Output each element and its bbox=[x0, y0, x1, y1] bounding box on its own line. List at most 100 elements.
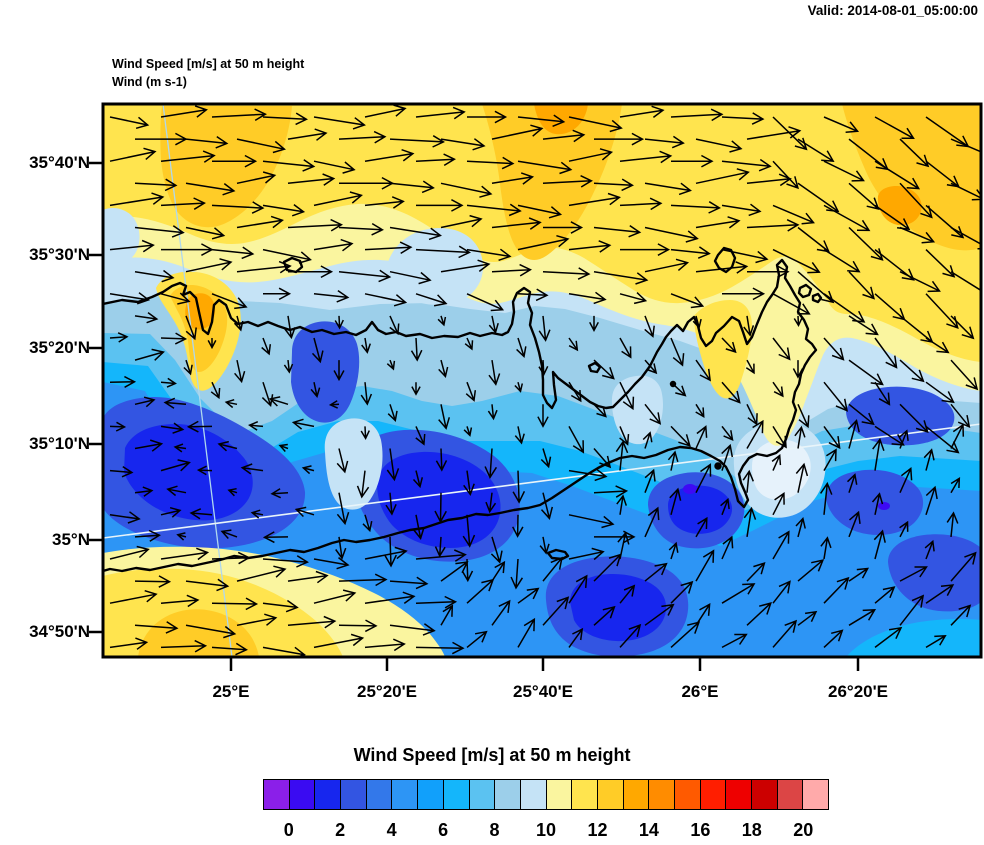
colorbar-cell bbox=[263, 779, 290, 810]
wind-vector bbox=[278, 443, 289, 453]
wind-vector bbox=[211, 108, 267, 122]
wind-vector bbox=[721, 248, 769, 264]
wind-vector bbox=[568, 574, 588, 604]
wind-vector bbox=[619, 623, 642, 648]
wind-vector bbox=[568, 468, 608, 482]
wind-vector bbox=[872, 437, 885, 471]
wind-vector bbox=[464, 337, 474, 351]
colorbar-cell bbox=[469, 779, 496, 810]
wind-vector bbox=[338, 222, 384, 236]
wind-vector bbox=[415, 293, 448, 307]
wind-vector bbox=[160, 150, 216, 163]
wind-vector bbox=[134, 621, 179, 634]
wind-vector bbox=[262, 555, 309, 568]
colorbar-cell bbox=[443, 779, 470, 810]
wind-vector bbox=[211, 246, 255, 260]
wind-vector bbox=[415, 106, 466, 120]
wind-vector bbox=[389, 315, 400, 336]
wind-vector bbox=[695, 138, 743, 153]
map-title-line1: Wind Speed [m/s] at 50 m height bbox=[112, 57, 305, 71]
wind-vector bbox=[109, 465, 134, 478]
wind-vector bbox=[797, 559, 825, 582]
wind-vector bbox=[261, 337, 272, 356]
colorbar-cell bbox=[726, 779, 753, 810]
wind-vector bbox=[568, 240, 612, 253]
wind-vector bbox=[491, 263, 532, 277]
wind-vector bbox=[746, 173, 792, 187]
wind-vector bbox=[899, 182, 933, 219]
wind-vector bbox=[593, 270, 649, 285]
wind-vector bbox=[236, 260, 292, 274]
wind-vector bbox=[134, 439, 164, 452]
wind-vector bbox=[236, 171, 277, 185]
wind-vector bbox=[745, 359, 755, 375]
wind-vector bbox=[185, 578, 230, 592]
colorbar-cell bbox=[315, 779, 342, 810]
wind-vector bbox=[490, 536, 503, 564]
wind-vector bbox=[671, 154, 714, 168]
wind-vector bbox=[384, 536, 397, 568]
wind-vector bbox=[925, 381, 955, 404]
wind-vector bbox=[364, 638, 406, 652]
wind-vector bbox=[899, 467, 913, 494]
wind-vector bbox=[294, 506, 315, 518]
wind-vector bbox=[186, 420, 213, 433]
wind-vector-layer bbox=[109, 104, 981, 657]
wind-vector bbox=[362, 514, 373, 533]
wind-vector bbox=[160, 377, 177, 388]
y-axis-label: 35°N bbox=[52, 530, 90, 549]
wind-vector bbox=[899, 403, 929, 434]
wind-vector bbox=[134, 575, 172, 588]
x-axis-label: 25°E bbox=[212, 682, 250, 701]
wind-vector bbox=[287, 615, 337, 629]
wind-vector bbox=[463, 470, 475, 496]
wind-vector bbox=[619, 197, 663, 211]
wind-vector bbox=[848, 608, 877, 626]
wind-vector bbox=[416, 199, 464, 212]
colorbar-tick-label: 18 bbox=[741, 820, 762, 840]
wind-vector bbox=[109, 589, 158, 604]
wind-vector bbox=[797, 226, 830, 253]
wind-vector bbox=[466, 156, 515, 170]
wind-vector bbox=[823, 160, 865, 182]
wind-vector bbox=[695, 403, 705, 418]
wind-vector bbox=[301, 465, 315, 475]
wind-vector bbox=[262, 531, 289, 544]
wind-vector bbox=[846, 473, 858, 493]
wind-vector bbox=[465, 381, 477, 402]
wind-vector bbox=[207, 338, 217, 350]
wind-vector bbox=[248, 421, 264, 431]
wind-vector bbox=[134, 225, 185, 238]
wind-vector bbox=[542, 596, 570, 626]
wind-vector bbox=[543, 221, 584, 234]
wind-vector bbox=[134, 269, 175, 283]
graticule-layer bbox=[103, 104, 981, 657]
wind-vector bbox=[185, 624, 237, 639]
y-axis-label: 34°50'N bbox=[29, 622, 90, 641]
wind-vector bbox=[540, 492, 554, 520]
wind-vector bbox=[819, 481, 833, 515]
wind-vector bbox=[823, 337, 845, 361]
wind-vector bbox=[925, 485, 938, 516]
wind-vector bbox=[287, 218, 343, 232]
wind-vector bbox=[946, 511, 959, 537]
wind-vector bbox=[772, 619, 798, 648]
wind-vector bbox=[670, 425, 691, 447]
wind-vector bbox=[334, 315, 344, 330]
wind-vector bbox=[224, 398, 238, 409]
wind-vector bbox=[173, 443, 187, 453]
wind-vector bbox=[217, 440, 238, 452]
wind-vector bbox=[670, 337, 685, 367]
map-title-block: Wind Speed [m/s] at 50 m height Wind (m … bbox=[112, 55, 304, 91]
wind-vector bbox=[364, 591, 416, 605]
y-axis-label: 35°10'N bbox=[29, 434, 90, 453]
wind-vector bbox=[313, 160, 356, 174]
wind-vector bbox=[721, 443, 734, 471]
wind-vector bbox=[361, 337, 372, 354]
wind-vector bbox=[360, 426, 370, 440]
wind-vector bbox=[270, 488, 289, 499]
wind-vector bbox=[695, 463, 712, 494]
wind-vector bbox=[823, 425, 841, 450]
wind-vector bbox=[328, 400, 340, 409]
